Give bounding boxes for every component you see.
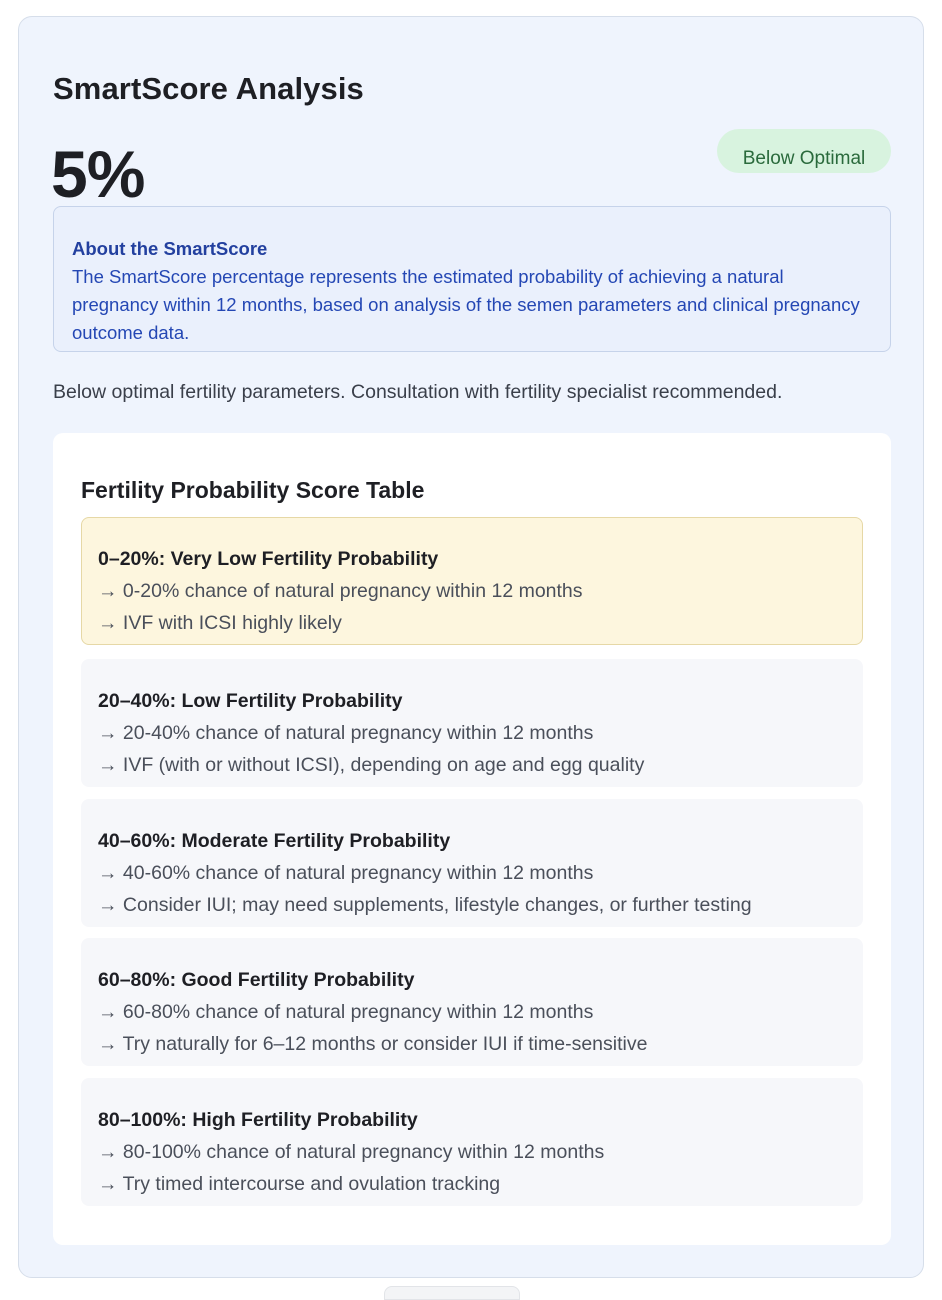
- score-table-panel: Fertility Probability Score Table 0–20%:…: [53, 433, 891, 1245]
- about-info-box: About the SmartScore The SmartScore perc…: [53, 206, 891, 352]
- tier-low: 20–40%: Low Fertility Probability → 20-4…: [81, 659, 863, 787]
- tier-line: → 0-20% chance of natural pregnancy with…: [98, 580, 583, 602]
- tier-heading: 40–60%: Moderate Fertility Probability: [98, 830, 451, 852]
- tier-line: → Consider IUI; may need supplements, li…: [98, 894, 752, 916]
- tier-line: → 60-80% chance of natural pregnancy wit…: [98, 1001, 594, 1023]
- status-badge: Below Optimal: [717, 129, 891, 173]
- bottom-tab-edge[interactable]: [384, 1286, 520, 1300]
- tier-high: 80–100%: High Fertility Probability → 80…: [81, 1078, 863, 1206]
- about-text: The SmartScore percentage represents the…: [72, 266, 860, 343]
- tier-very-low: 0–20%: Very Low Fertility Probability → …: [81, 517, 863, 645]
- tier-line: → Try naturally for 6–12 months or consi…: [98, 1033, 648, 1055]
- tier-good: 60–80%: Good Fertility Probability → 60-…: [81, 938, 863, 1066]
- page-title: SmartScore Analysis: [53, 71, 364, 106]
- tier-line: → Try timed intercourse and ovulation tr…: [98, 1173, 501, 1195]
- tier-line: → IVF with ICSI highly likely: [98, 612, 342, 634]
- tier-heading: 60–80%: Good Fertility Probability: [98, 969, 415, 991]
- score-value: 5%: [51, 137, 145, 211]
- smartscore-card: SmartScore Analysis 5% Below Optimal Abo…: [18, 16, 924, 1278]
- about-title: About the SmartScore: [72, 238, 268, 259]
- summary-text: Below optimal fertility parameters. Cons…: [53, 381, 783, 403]
- tier-heading: 20–40%: Low Fertility Probability: [98, 690, 403, 712]
- tier-heading: 0–20%: Very Low Fertility Probability: [98, 548, 439, 570]
- tier-line: → 20-40% chance of natural pregnancy wit…: [98, 722, 594, 744]
- table-title: Fertility Probability Score Table: [81, 477, 425, 503]
- tier-line: → IVF (with or without ICSI), depending …: [98, 754, 645, 776]
- tier-heading: 80–100%: High Fertility Probability: [98, 1109, 418, 1131]
- tier-line: → 80-100% chance of natural pregnancy wi…: [98, 1141, 605, 1163]
- tier-moderate: 40–60%: Moderate Fertility Probability →…: [81, 799, 863, 927]
- tier-line: → 40-60% chance of natural pregnancy wit…: [98, 862, 594, 884]
